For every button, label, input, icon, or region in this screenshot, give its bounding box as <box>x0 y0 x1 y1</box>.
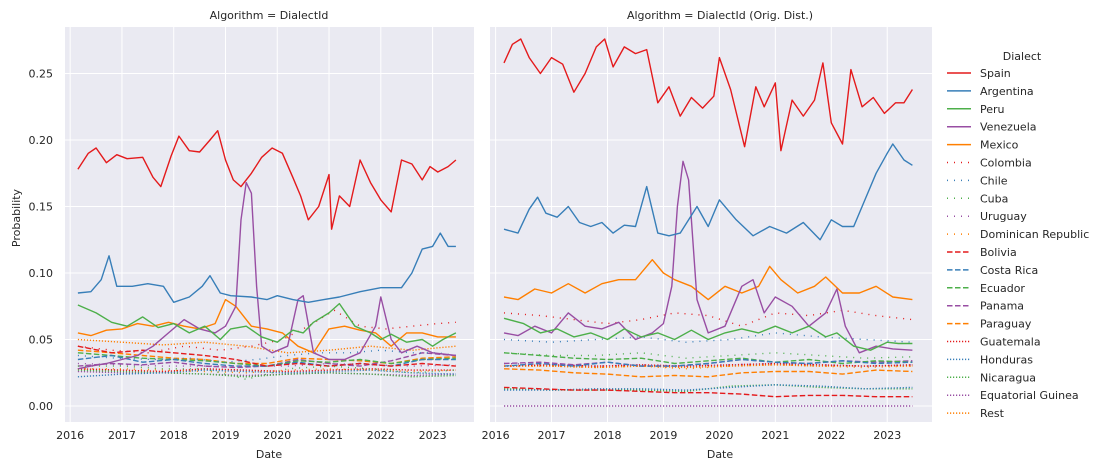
series-line-bolivia <box>503 386 913 398</box>
x-tick-label: 2016 <box>56 429 84 442</box>
y-tick-label: 0.25 <box>29 68 54 81</box>
x-axis-label-1: Date <box>707 448 734 461</box>
series-line-peru <box>503 317 913 351</box>
legend: Dialect Spain Argentina Peru Venezuela Mexic… <box>947 50 1089 420</box>
series-line-ecuador <box>503 352 913 365</box>
panel-dialectid: Algorithm = DialectId Date 0.00 0.05 0.10 0… <box>29 9 474 461</box>
series-line-colombia <box>503 309 913 327</box>
legend-label-dominican-republic: Dominican Republic <box>980 228 1089 241</box>
series-line-argentina <box>77 232 456 303</box>
series-line-venezuela <box>503 160 913 354</box>
legend-label-equatorial-guinea: Equatorial Guinea <box>980 389 1079 402</box>
x-tick-label: 2021 <box>315 429 343 442</box>
series-line-rest <box>504 364 913 369</box>
series-line-uruguay <box>77 362 456 367</box>
legend-label-peru: Peru <box>980 103 1005 116</box>
x-tick-label: 2019 <box>649 429 677 442</box>
legend-label-honduras: Honduras <box>980 353 1033 366</box>
x-tick-label: 2021 <box>761 429 789 442</box>
legend-label-costa-rica: Costa Rica <box>980 264 1038 277</box>
legend-label-guatemala: Guatemala <box>980 336 1041 349</box>
legend-label-argentina: Argentina <box>980 85 1034 98</box>
x-tick-label: 2019 <box>211 429 239 442</box>
legend-label-panama: Panama <box>980 300 1024 313</box>
series-line-argentina <box>503 143 913 241</box>
y-axis-label: Probability <box>10 188 23 247</box>
x-tick-label: 2017 <box>108 429 136 442</box>
legend-label-cuba: Cuba <box>980 192 1008 205</box>
panel-title-1: Algorithm = DialectId (Orig. Dist.) <box>627 9 813 22</box>
series-line-paraguay <box>503 368 913 378</box>
legend-label-venezuela: Venezuela <box>980 121 1037 134</box>
x-tick-label: 2018 <box>160 429 188 442</box>
series-line-peru <box>77 302 457 347</box>
series-line-spain <box>503 38 913 152</box>
legend-label-colombia: Colombia <box>980 157 1032 170</box>
y-tick-label: 0.00 <box>29 400 54 413</box>
y-tick-label: 0.10 <box>29 267 54 280</box>
x-tick-label: 2022 <box>367 429 395 442</box>
x-tick-label: 2022 <box>817 429 845 442</box>
series-line-venezuela <box>77 181 456 370</box>
series-line-chile <box>77 349 457 363</box>
legend-label-uruguay: Uruguay <box>980 210 1027 223</box>
x-tick-label: 2020 <box>705 429 733 442</box>
legend-label-rest: Rest <box>980 407 1005 420</box>
legend-title: Dialect <box>1003 50 1042 63</box>
x-tick-label: 2023 <box>873 429 901 442</box>
series-line-costa-rica <box>503 358 913 367</box>
series-line-honduras <box>504 384 913 391</box>
series-line-guatemala <box>503 362 913 367</box>
legend-label-chile: Chile <box>980 174 1008 187</box>
series-line-panama <box>77 352 456 369</box>
y-tick-label: 0.05 <box>29 334 54 347</box>
legend-label-nicaragua: Nicaragua <box>980 371 1036 384</box>
y-tick-label: 0.15 <box>29 201 54 214</box>
series-line-mexico <box>77 298 456 354</box>
series-line-dominican-republic <box>77 368 456 374</box>
x-tick-label: 2020 <box>263 429 291 442</box>
panel-title-0: Algorithm = DialectId <box>210 9 329 22</box>
legend-label-bolivia: Bolivia <box>980 246 1017 259</box>
x-tick-label: 2023 <box>419 429 447 442</box>
y-tick-label: 0.20 <box>29 134 54 147</box>
series-line-chile <box>503 332 913 343</box>
panel-dialectid-orig-dist: Algorithm = DialectId (Orig. Dist.) Date… <box>482 9 932 461</box>
x-tick-label: 2016 <box>482 429 510 442</box>
series-line-ecuador <box>77 352 456 367</box>
x-axis-label-0: Date <box>256 448 283 461</box>
legend-label-paraguay: Paraguay <box>980 318 1032 331</box>
x-tick-label: 2018 <box>593 429 621 442</box>
x-tick-label: 2017 <box>538 429 566 442</box>
series-line-bolivia <box>77 345 456 367</box>
legend-label-spain: Spain <box>980 67 1011 80</box>
series-line-nicaragua <box>77 369 456 378</box>
series-line-mexico <box>503 259 913 301</box>
legend-label-mexico: Mexico <box>980 139 1019 152</box>
legend-label-ecuador: Ecuador <box>980 282 1025 295</box>
series-line-spain <box>77 129 457 230</box>
